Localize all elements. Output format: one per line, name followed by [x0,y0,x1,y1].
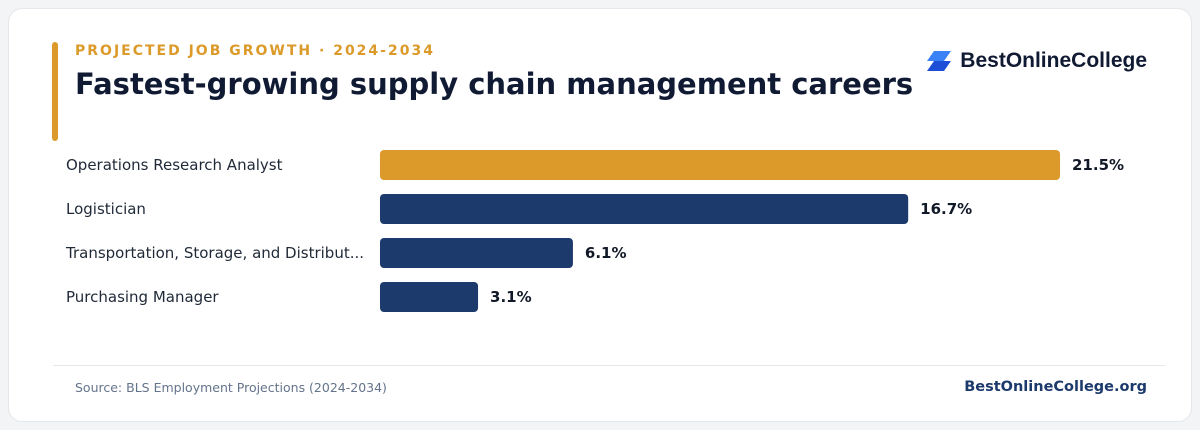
footer-divider [53,365,1165,366]
logo-bottom-shape [927,61,952,71]
eyebrow-label: PROJECTED JOB GROWTH · 2024-2034 [75,43,435,59]
bar [380,150,1060,180]
value-label: 6.1% [585,244,627,262]
value-label: 16.7% [920,200,972,218]
category-label: Operations Research Analyst [66,156,283,174]
value-label: 21.5% [1072,156,1124,174]
category-label: Purchasing Manager [66,288,219,306]
brand-name: BestOnlineCollege [960,49,1147,72]
source-note: Source: BLS Employment Projections (2024… [75,380,387,395]
logo-top-shape [927,51,952,61]
bar [380,194,909,224]
chart-title: Fastest-growing supply chain management … [75,67,914,101]
chart-card: PROJECTED JOB GROWTH · 2024-2034 Fastest… [8,8,1192,422]
site-link[interactable]: BestOnlineCollege.org [964,379,1147,395]
bar [380,238,573,268]
value-label: 3.1% [490,288,532,306]
category-label: Transportation, Storage, and Distribut..… [65,244,364,262]
stacked-parallelogram-logo-icon [927,51,952,71]
accent-bar [52,42,58,141]
category-label: Logistician [66,200,146,218]
bar [380,282,479,312]
brand[interactable]: BestOnlineCollege [926,49,1147,73]
